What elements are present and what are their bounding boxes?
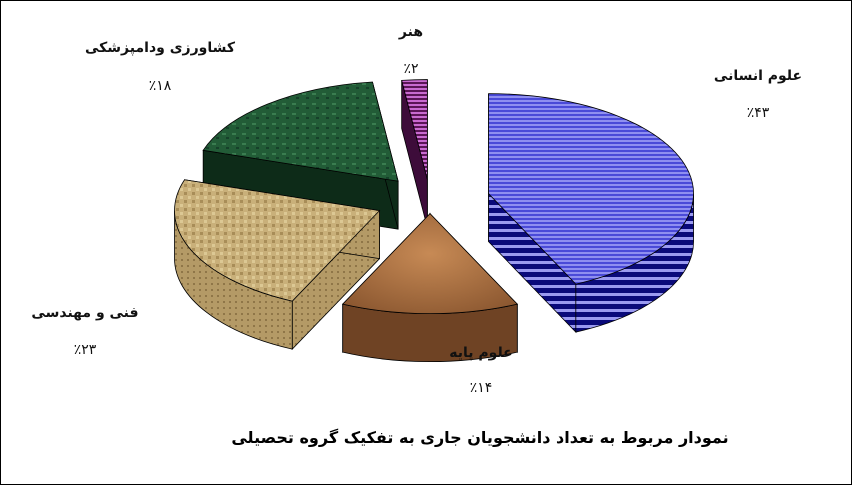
pie-slice-top (401, 79, 428, 180)
slice-label: علوم پایه (449, 345, 512, 361)
slice-label: هنر (398, 24, 423, 40)
slice-percentage: ٪۲۳ (74, 342, 97, 358)
slice-percentage: ٪۱۴ (470, 380, 493, 396)
pie-slice-top (202, 81, 399, 182)
slice-label: علوم انسانی (714, 68, 802, 84)
pie-slice-top (174, 179, 381, 302)
slice-label: فنی و مهندسی (31, 305, 138, 321)
pie-slice-top (341, 213, 519, 315)
pie-labels: علوم انسانی ٪۴۳ علوم پایه ٪۱۴ فنی و مهندسی ٪۲… (31, 24, 802, 396)
slice-percentage: ٪۲ (403, 61, 418, 77)
pie-slice (174, 179, 381, 351)
pie-slice (488, 93, 694, 334)
slice-label: کشاورزی ودامپزشکی (85, 40, 236, 56)
slice-percentage: ٪۱۸ (149, 78, 172, 94)
chart-title: نمودار مربوط به تعداد دانشجویان جاری به … (231, 428, 728, 447)
pie-slice-top (488, 93, 694, 285)
slice-percentage: ٪۴۳ (747, 105, 770, 121)
pie-slice (401, 79, 428, 228)
pie-slices (174, 79, 694, 363)
pie-slice (341, 212, 519, 363)
